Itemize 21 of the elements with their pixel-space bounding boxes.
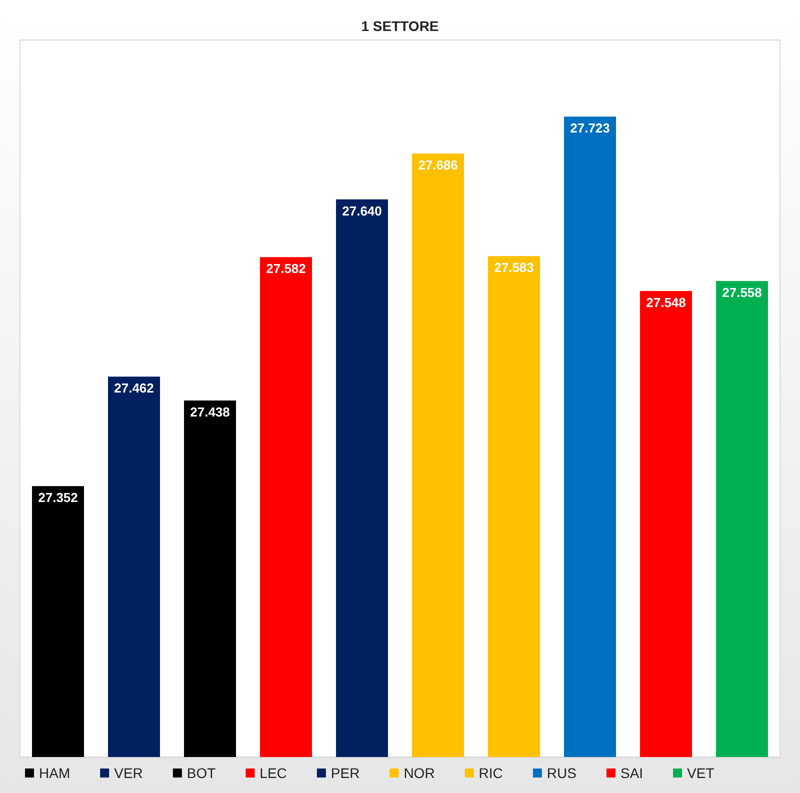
- data-label: 27.548: [646, 294, 686, 310]
- data-label: 27.686: [418, 158, 458, 173]
- data-label: 27.723: [570, 120, 610, 136]
- data-label: 27.583: [494, 260, 534, 276]
- data-label: 27.582: [266, 261, 306, 276]
- legend-label: PER: [330, 765, 360, 781]
- data-label: 27.558: [722, 284, 762, 300]
- legend-label: LEC: [260, 765, 287, 781]
- chart-title: 1 SETTORE: [361, 18, 439, 34]
- legend-label: SAI: [620, 765, 644, 781]
- legend-label: RIC: [478, 765, 503, 781]
- legend-label: NOR: [404, 765, 435, 781]
- data-label: 27.462: [114, 380, 154, 396]
- legend-label: VET: [687, 765, 715, 781]
- data-label: 27.438: [190, 404, 230, 420]
- legend-label: VER: [114, 765, 143, 781]
- data-label: 27.640: [342, 203, 382, 218]
- legend-label: HAM: [39, 765, 70, 781]
- legend-label: BOT: [186, 765, 216, 781]
- data-label: 27.352: [38, 490, 78, 506]
- legend-label: RUS: [546, 765, 576, 781]
